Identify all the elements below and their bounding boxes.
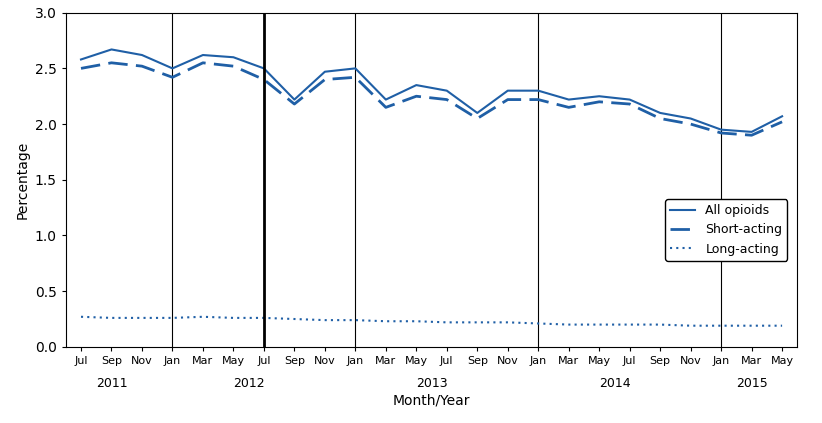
Text: 2014: 2014 bbox=[598, 377, 630, 390]
X-axis label: Month/Year: Month/Year bbox=[393, 394, 470, 408]
Text: 2011: 2011 bbox=[95, 377, 127, 390]
Legend: All opioids, Short-acting, Long-acting: All opioids, Short-acting, Long-acting bbox=[666, 199, 787, 261]
Y-axis label: Percentage: Percentage bbox=[15, 141, 29, 219]
Text: 2015: 2015 bbox=[736, 377, 768, 390]
Text: 2012: 2012 bbox=[233, 377, 265, 390]
Text: 2013: 2013 bbox=[416, 377, 447, 390]
